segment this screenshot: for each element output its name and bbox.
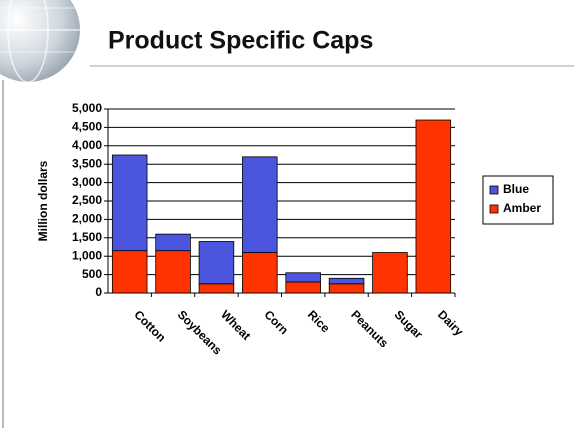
bar-segment (242, 156, 278, 253)
bar-segment (328, 277, 365, 285)
y-tick-label: 1,000 (72, 248, 102, 262)
y-tick-label: 1,500 (72, 230, 102, 244)
y-tick-label: 3,000 (72, 175, 102, 189)
bar-segment (198, 283, 235, 294)
bar-segment (372, 252, 408, 294)
globe-decoration (0, 0, 80, 83)
bar-segment (285, 272, 321, 283)
bar-segment (285, 281, 321, 294)
y-tick-label: 4,500 (72, 120, 102, 134)
y-tick-label: 2,500 (72, 193, 102, 207)
bar-segment (242, 252, 278, 294)
y-tick-label: 3,500 (72, 156, 102, 170)
legend-box (482, 175, 554, 225)
bar-segment (155, 250, 191, 294)
legend-label: Amber (503, 201, 541, 215)
bar-segment (328, 283, 365, 294)
y-tick-label: 500 (82, 267, 102, 281)
y-tick-label: 4,000 (72, 138, 102, 152)
bar-segment (415, 119, 452, 294)
legend-swatch (489, 204, 499, 214)
legend-label: Blue (503, 182, 529, 196)
slide-title: Product Specific Caps (108, 27, 373, 55)
y-tick-label: 0 (95, 285, 102, 299)
bar-segment (198, 241, 235, 285)
y-tick-label: 5,000 (72, 101, 102, 115)
legend-swatch (489, 185, 499, 195)
bar-segment (111, 154, 148, 252)
bar-segment (111, 250, 148, 294)
bar-segment (155, 233, 191, 252)
y-axis-label: Million dollars (36, 160, 50, 241)
y-tick-label: 2,000 (72, 212, 102, 226)
